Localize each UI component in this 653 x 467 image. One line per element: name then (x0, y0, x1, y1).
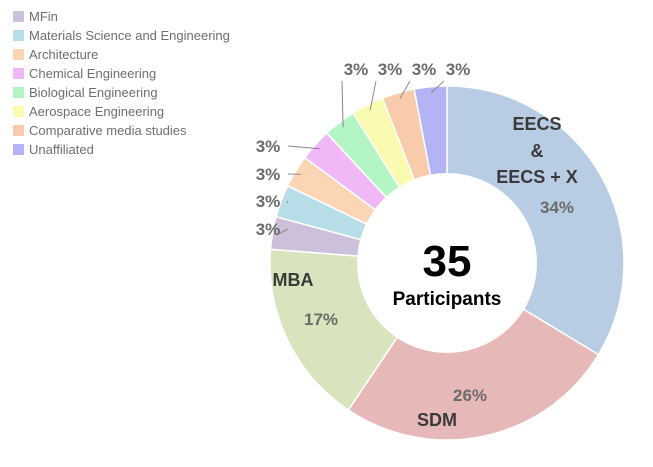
leader-line-materials-science-and-engineering (286, 200, 289, 204)
donut-hole (357, 173, 537, 353)
center-label: Participants (393, 289, 502, 310)
slice-label-eecs-line-1: & (531, 141, 544, 161)
legend-swatch-comparative-media-studies (13, 125, 24, 136)
leader-line-biological-engineering (341, 80, 344, 128)
slice-pct-biological-engineering: 3% (344, 60, 369, 79)
slice-pct-sdm: 26% (453, 386, 487, 405)
legend-swatch-mfin (13, 11, 24, 22)
slice-pct-comparative-media-studies: 3% (412, 60, 437, 79)
leader-lines (278, 80, 445, 235)
slice-pct-chemical-engineering: 3% (256, 137, 281, 156)
legend-label-comparative-media-studies: Comparative media studies (29, 123, 187, 138)
legend-label-chemical-engineering: Chemical Engineering (29, 66, 156, 81)
slice-pct-unaffiliated: 3% (446, 60, 471, 79)
legend-swatch-architecture (13, 49, 24, 60)
slice-label-sdm: SDM (417, 410, 457, 430)
slice-pct-architecture: 3% (256, 165, 281, 184)
leader-line-chemical-engineering (287, 145, 320, 150)
legend-label-architecture: Architecture (29, 47, 98, 62)
slice-pct-mba: 17% (304, 310, 338, 329)
legend-swatch-biological-engineering (13, 87, 24, 98)
slice-labels: EECS & EECS + X 34% 26% SDM MBA 17% 3% 3% 3% 3% 3% 3%… (256, 60, 578, 430)
slice-label-eecs-line-2: EECS + X (496, 167, 578, 187)
leader-line-mfin (278, 228, 289, 235)
slice-pct-materials-science-and-engineering: 3% (256, 192, 281, 211)
slice-pct-mfin: 3% (256, 220, 281, 239)
leader-line-comparative-media-studies (399, 80, 411, 99)
legend-label-aerospace-engineering: Aerospace Engineering (29, 104, 164, 119)
legend: MFin Materials Science and Engineering Arc… (13, 9, 230, 157)
legend-swatch-unaffiliated (13, 144, 24, 155)
legend-swatch-chemical-engineering (13, 68, 24, 79)
leader-line-unaffiliated (430, 80, 445, 94)
legend-label-mfin: MFin (29, 9, 58, 24)
leader-line-aerospace-engineering (369, 80, 377, 111)
slice-label-mba: MBA (273, 270, 314, 290)
slice-label-eecs-line-0: EECS (512, 114, 561, 134)
slice-pct-eecs: 34% (540, 198, 574, 217)
legend-label-biological-engineering: Biological Engineering (29, 85, 158, 100)
legend-label-materials-science-and-engineering: Materials Science and Engineering (29, 28, 230, 43)
legend-swatch-aerospace-engineering (13, 106, 24, 117)
legend-swatch-materials-science-and-engineering (13, 30, 24, 41)
legend-label-unaffiliated: Unaffiliated (29, 142, 94, 157)
slice-sdm (347, 261, 600, 441)
center-value: 35 (423, 237, 472, 286)
slice-pct-aerospace-engineering: 3% (378, 60, 403, 79)
